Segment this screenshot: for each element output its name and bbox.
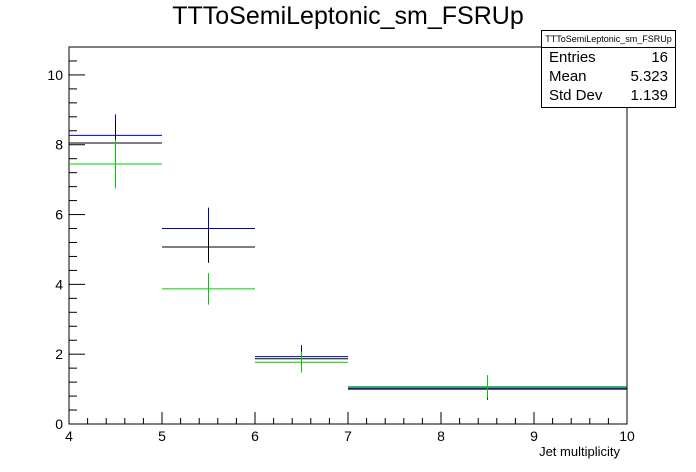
stats-label: Mean [549, 68, 587, 85]
stats-value: 16 [651, 49, 668, 66]
axes: 4 5 6 7 8 9 10 0 2 4 6 8 10 [47, 46, 635, 444]
x-tick-label: 9 [530, 428, 538, 444]
stats-label: Entries [549, 49, 596, 66]
x-axis-label: Jet multiplicity [539, 444, 620, 459]
x-tick-label: 5 [158, 428, 166, 444]
stats-row-entries: Entries 16 [542, 48, 675, 67]
y-tick-label: 2 [55, 346, 63, 362]
y-tick-label: 0 [55, 416, 63, 432]
y-tick-label: 10 [47, 67, 63, 83]
stats-row-stddev: Std Dev 1.139 [542, 86, 675, 105]
stats-title: TTToSemiLeptonic_sm_FSRUp [542, 31, 675, 48]
stats-box: TTToSemiLeptonic_sm_FSRUp Entries 16 Mea… [541, 30, 676, 108]
x-tick-label: 8 [437, 428, 445, 444]
y-tick-label: 8 [55, 137, 63, 153]
x-tick-label: 4 [65, 428, 73, 444]
stats-value: 1.139 [630, 87, 668, 104]
y-tick-label: 4 [55, 276, 63, 292]
data-marks [69, 114, 627, 400]
x-tick-label: 7 [344, 428, 352, 444]
x-tick-label: 6 [251, 428, 259, 444]
x-tick-label: 10 [619, 428, 635, 444]
stats-label: Std Dev [549, 87, 603, 104]
stats-value: 5.323 [630, 68, 668, 85]
stats-row-mean: Mean 5.323 [542, 67, 675, 86]
y-tick-label: 6 [55, 207, 63, 223]
chart-title: TTToSemiLeptonic_sm_FSRUp [172, 2, 524, 30]
